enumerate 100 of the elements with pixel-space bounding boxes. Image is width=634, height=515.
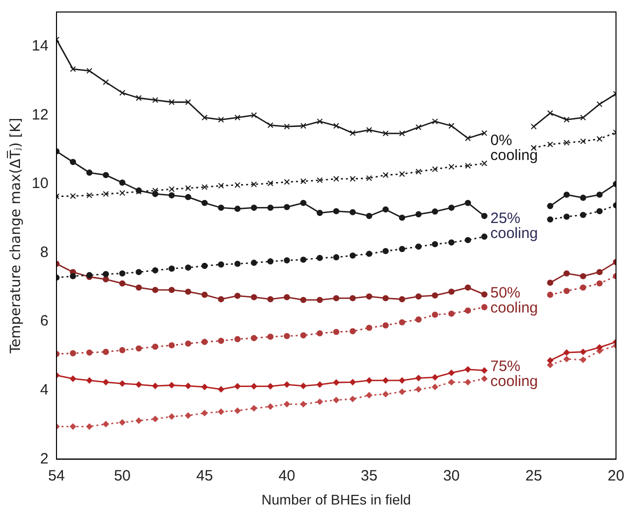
point xyxy=(267,403,274,410)
point xyxy=(102,271,109,278)
point xyxy=(218,338,224,344)
point xyxy=(168,186,175,192)
point xyxy=(464,379,471,386)
point xyxy=(152,416,158,422)
point xyxy=(366,127,372,133)
point xyxy=(464,307,471,314)
point xyxy=(185,412,192,419)
point xyxy=(481,212,488,220)
point xyxy=(152,344,158,350)
point xyxy=(234,292,241,299)
point xyxy=(234,114,240,121)
point xyxy=(300,178,306,184)
point xyxy=(250,405,258,412)
point xyxy=(152,267,158,274)
point xyxy=(102,379,109,386)
point xyxy=(300,256,306,263)
point xyxy=(448,239,455,246)
point xyxy=(86,349,92,356)
point xyxy=(350,130,356,136)
point xyxy=(464,162,471,169)
point xyxy=(481,130,488,136)
point xyxy=(547,110,554,116)
point xyxy=(366,377,372,384)
point xyxy=(580,194,586,201)
point xyxy=(432,292,438,299)
y-tick-label: 12 xyxy=(32,106,48,124)
point xyxy=(185,185,192,192)
point xyxy=(119,190,126,196)
point xyxy=(398,388,406,395)
point xyxy=(333,176,340,182)
point xyxy=(316,254,323,262)
point xyxy=(399,171,406,177)
point xyxy=(250,204,258,211)
point xyxy=(564,270,570,277)
point xyxy=(350,295,356,302)
point xyxy=(234,408,241,414)
y-tick-label: 2 xyxy=(40,450,48,468)
point xyxy=(250,260,258,266)
point xyxy=(136,381,142,388)
point xyxy=(382,130,389,136)
point xyxy=(86,68,92,74)
point xyxy=(102,172,109,178)
point xyxy=(432,384,438,390)
point xyxy=(564,140,570,146)
point xyxy=(350,379,356,386)
point xyxy=(250,181,257,188)
point xyxy=(102,79,109,86)
point xyxy=(481,160,488,166)
point xyxy=(284,257,290,264)
point xyxy=(284,178,290,185)
point xyxy=(267,180,274,186)
point xyxy=(415,293,422,300)
point xyxy=(70,66,76,72)
point xyxy=(481,376,488,382)
point xyxy=(267,296,274,302)
point xyxy=(136,345,142,352)
point xyxy=(201,338,208,345)
point xyxy=(218,204,224,211)
point xyxy=(547,357,554,364)
point xyxy=(448,204,455,211)
point xyxy=(185,340,192,347)
x-tick-label: 40 xyxy=(278,467,296,484)
point xyxy=(119,380,126,387)
point xyxy=(596,268,603,276)
point xyxy=(284,124,290,130)
point xyxy=(152,286,158,294)
point xyxy=(316,398,323,405)
point xyxy=(201,262,208,269)
point xyxy=(168,192,175,198)
point xyxy=(300,401,306,408)
point xyxy=(547,216,554,223)
point xyxy=(300,332,306,338)
point xyxy=(415,386,422,392)
point xyxy=(300,200,306,206)
y-tick-label: 14 xyxy=(32,38,48,55)
point xyxy=(382,322,389,328)
point xyxy=(415,211,422,218)
point xyxy=(102,191,109,197)
point xyxy=(168,413,175,420)
point xyxy=(218,408,224,415)
point xyxy=(481,304,488,310)
point xyxy=(119,90,126,96)
point xyxy=(152,97,158,104)
point xyxy=(382,377,389,384)
annotation: 75% cooling xyxy=(490,358,538,390)
point xyxy=(201,384,208,390)
point xyxy=(464,200,471,206)
point xyxy=(316,330,323,336)
point xyxy=(316,118,323,124)
point xyxy=(102,421,109,428)
point xyxy=(284,381,290,388)
point xyxy=(119,270,126,277)
point xyxy=(218,386,224,392)
point xyxy=(382,248,389,254)
point xyxy=(432,241,438,248)
point xyxy=(168,99,175,106)
point xyxy=(70,193,76,200)
point xyxy=(284,294,290,300)
